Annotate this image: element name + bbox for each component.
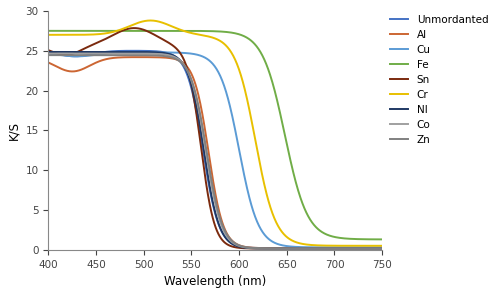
Al [265, 246, 271, 250]
Nl [46, 50, 52, 54]
Legend: Unmordanted, Al, Cu, Fe, Sn, Cr, Nl, Co, Zn: Unmordanted, Al, Cu, Fe, Sn, Cr, Nl, Co,… [386, 11, 492, 149]
Fe [346, 237, 352, 240]
Al [152, 55, 158, 59]
Cu [46, 52, 52, 55]
Sn [379, 247, 385, 250]
Zn [305, 247, 311, 250]
Co [140, 52, 145, 55]
Line: Al: Al [48, 57, 382, 248]
Line: Co: Co [48, 53, 382, 249]
Fe [140, 29, 145, 33]
Nl [305, 247, 311, 250]
Sn [346, 247, 352, 250]
Cr [152, 19, 158, 22]
Unmordanted [306, 246, 312, 250]
Line: Cu: Cu [48, 52, 382, 248]
Zn [151, 54, 157, 57]
Unmordanted [265, 246, 271, 250]
Fe [46, 29, 52, 33]
Cu [346, 246, 352, 249]
Nl [346, 247, 352, 250]
Unmordanted [140, 49, 146, 53]
Al [140, 55, 146, 59]
Fe [305, 214, 311, 218]
Al [127, 55, 133, 59]
Sn [152, 33, 158, 37]
Line: Unmordanted: Unmordanted [48, 51, 382, 248]
Co [379, 247, 385, 250]
Zn [127, 53, 133, 57]
Cu [265, 237, 271, 240]
Cu [140, 50, 145, 54]
Unmordanted [379, 246, 385, 250]
Sn [140, 28, 146, 31]
Cr [46, 33, 52, 37]
Sn [46, 48, 52, 52]
Cu [127, 51, 133, 54]
Zn [346, 247, 352, 250]
Cr [127, 24, 133, 28]
Cu [379, 246, 385, 249]
Al [306, 246, 312, 250]
Fe [264, 66, 270, 69]
Y-axis label: K/S: K/S [7, 121, 20, 140]
Nl [127, 50, 133, 54]
Nl [140, 50, 145, 54]
Cr [148, 19, 154, 22]
Fe [127, 29, 133, 33]
Cr [140, 20, 145, 23]
Zn [140, 53, 145, 57]
Fe [379, 238, 385, 241]
Unmordanted [127, 49, 133, 53]
Nl [264, 247, 270, 250]
Fe [151, 29, 157, 33]
Co [127, 52, 133, 55]
Line: Zn: Zn [48, 55, 382, 249]
Line: Fe: Fe [48, 31, 382, 240]
Cr [346, 244, 352, 248]
Co [264, 247, 270, 250]
Al [346, 246, 352, 250]
Cr [306, 243, 312, 247]
Line: Sn: Sn [48, 28, 382, 249]
Al [379, 246, 385, 250]
Unmordanted [346, 246, 352, 250]
Al [136, 55, 141, 59]
Sn [265, 247, 271, 250]
Cr [265, 198, 271, 201]
Zn [46, 53, 52, 57]
Unmordanted [46, 51, 52, 54]
Sn [132, 26, 138, 30]
Cu [306, 245, 312, 249]
Sn [306, 247, 312, 250]
Zn [264, 247, 270, 250]
Co [151, 52, 157, 55]
Zn [379, 247, 385, 250]
Co [346, 247, 352, 250]
Nl [379, 247, 385, 250]
Cu [143, 50, 149, 54]
Unmordanted [130, 49, 136, 53]
Sn [127, 27, 133, 30]
Co [46, 52, 52, 55]
X-axis label: Wavelength (nm): Wavelength (nm) [164, 275, 266, 288]
Cu [152, 51, 158, 54]
Line: Cr: Cr [48, 21, 382, 246]
Line: Nl: Nl [48, 52, 382, 249]
Unmordanted [152, 50, 158, 53]
Nl [151, 50, 157, 54]
Al [46, 61, 52, 64]
Cr [379, 244, 385, 248]
Co [305, 247, 311, 250]
